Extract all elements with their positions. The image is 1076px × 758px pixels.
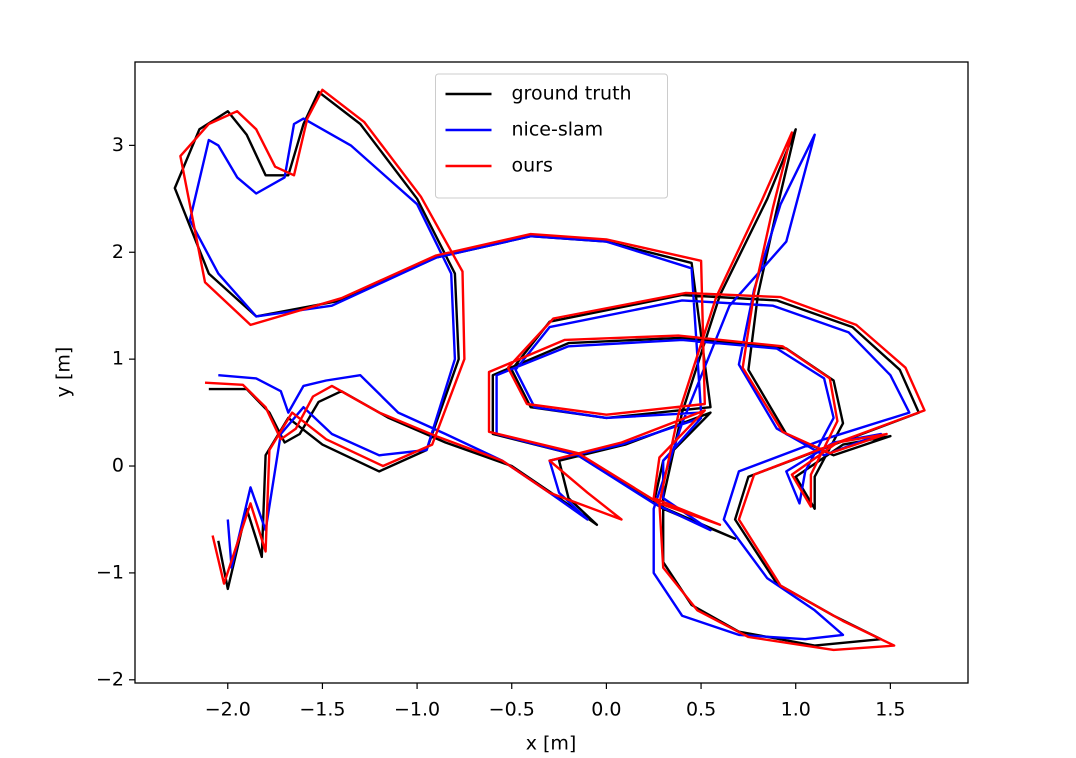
y-tick-label: 3 (112, 134, 124, 156)
y-tick-label: 0 (112, 455, 124, 477)
x-tick-label: −0.5 (489, 699, 535, 721)
x-tick-label: 0.5 (686, 699, 716, 721)
y-tick-label: 1 (112, 348, 124, 370)
legend-box (435, 73, 668, 199)
legend-label: ours (512, 155, 553, 177)
trajectory (188, 117, 911, 641)
y-axis-label: y [m] (53, 347, 75, 398)
legend-label: nice-slam (512, 119, 604, 141)
y-tick-label: −1 (96, 561, 124, 583)
trajectory (179, 88, 926, 652)
axes-frame (134, 61, 969, 684)
x-tick-label: −1.0 (394, 699, 440, 721)
x-axis-label: x [m] (526, 733, 577, 755)
legend-label: ground truth (512, 83, 632, 105)
x-tick-label: 0.0 (591, 699, 621, 721)
x-tick-label: 1.5 (875, 699, 905, 721)
x-tick-label: −1.5 (299, 699, 345, 721)
x-tick-label: −2.0 (205, 699, 251, 721)
x-tick-label: 1.0 (781, 699, 811, 721)
y-tick-label: 2 (112, 241, 124, 263)
plot-area (173, 88, 926, 652)
y-tick-label: −2 (96, 668, 124, 690)
